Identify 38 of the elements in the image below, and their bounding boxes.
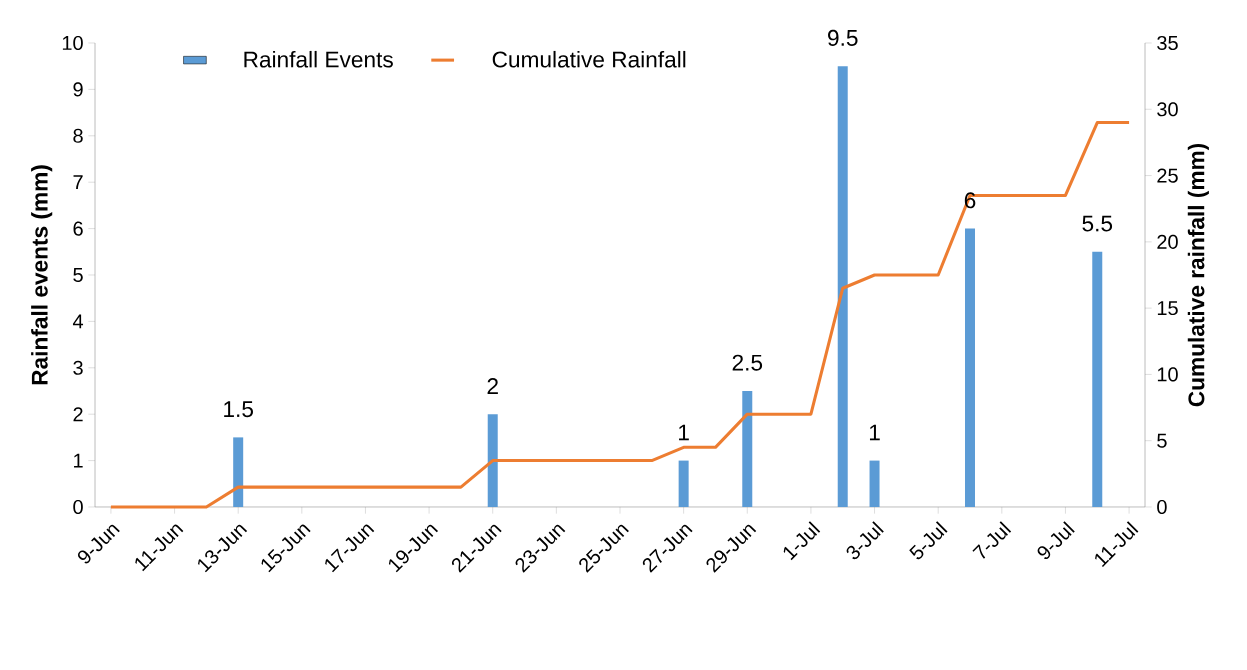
y-tick-label: 4	[72, 314, 84, 329]
bar	[869, 460, 880, 507]
data-label: 5.5	[1082, 215, 1113, 232]
y-tick-label: 2	[73, 407, 83, 422]
y2-tick-label: 0	[1157, 499, 1167, 515]
y-tick-label: 1	[74, 453, 83, 468]
y-tick-label: 7	[73, 175, 83, 190]
legend-label: Cumulative Rainfall	[492, 50, 686, 68]
y-tick-label: 9	[73, 82, 83, 97]
y-tick-label: 8	[73, 128, 83, 143]
y-tick-label: 6	[73, 221, 83, 236]
data-label: 9.5	[828, 29, 858, 46]
bar	[837, 66, 848, 507]
y-tick-label: 10	[62, 35, 83, 51]
y2-tick-label: 10	[1157, 367, 1178, 382]
bar	[742, 390, 753, 507]
data-label: 1.5	[224, 401, 253, 418]
legend-label: Rainfall Events	[244, 50, 393, 68]
data-label: 1	[679, 424, 689, 441]
y2-tick-label: 25	[1157, 168, 1178, 183]
bar	[487, 414, 498, 507]
data-label: 2	[487, 378, 498, 394]
y2-tick-label: 30	[1157, 102, 1178, 117]
bar	[233, 437, 244, 507]
y2-tick-label: 20	[1157, 234, 1178, 249]
y2-tick-label: 15	[1157, 301, 1178, 316]
bar	[965, 228, 975, 507]
y-tick-label: 3	[73, 360, 83, 375]
bar	[678, 460, 689, 507]
y2-axis-title: Cumulative rainfall (mm)	[1187, 143, 1209, 407]
data-label: 2.5	[732, 354, 763, 371]
y-tick-label: 0	[73, 499, 83, 515]
bar	[1092, 251, 1103, 507]
y-axis-title: Rainfall events (mm)	[31, 165, 53, 385]
y-tick-label: 5	[73, 268, 83, 282]
y2-tick-label: 35	[1157, 35, 1178, 51]
data-label: 1	[869, 424, 880, 441]
y2-tick-label: 5	[1157, 433, 1167, 448]
